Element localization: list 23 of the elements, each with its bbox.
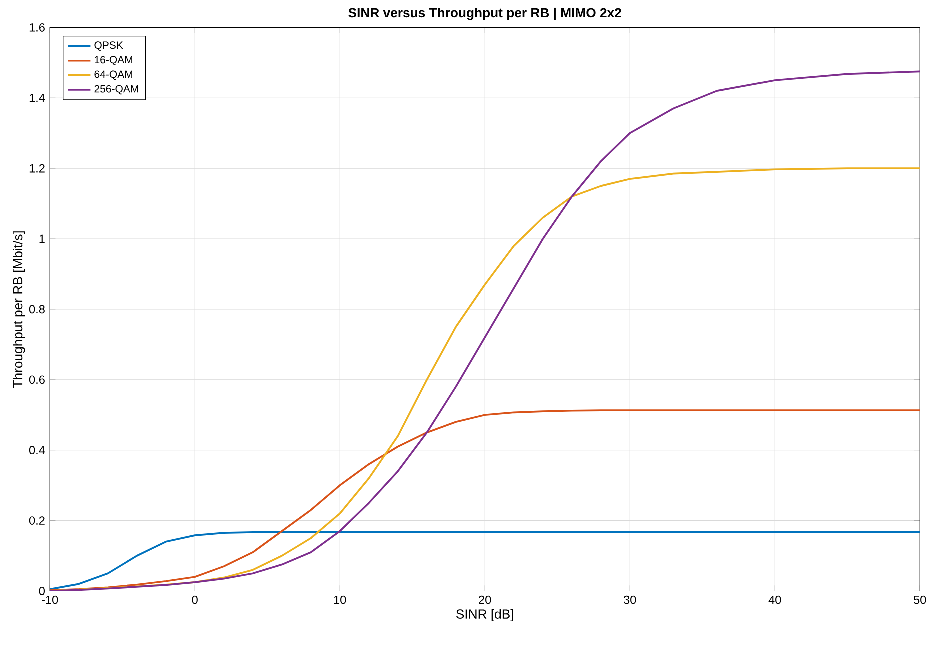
x-axis-title: SINR [dB] <box>456 610 514 622</box>
x-tick-label: 0 <box>192 596 198 604</box>
y-tick-label: 0.8 <box>29 305 45 314</box>
legend-label: 256-QAM <box>94 86 138 95</box>
y-tick-label: 0.6 <box>29 376 45 384</box>
y-tick-label: 0.4 <box>29 446 46 455</box>
legend-label: 16-QAM <box>95 56 132 66</box>
y-tick-label: 1.4 <box>30 94 46 102</box>
y-tick-label: 1 <box>40 235 45 244</box>
x-tick-label: 50 <box>914 596 926 604</box>
x-tick-label: 30 <box>624 596 636 604</box>
x-tick-label: 40 <box>768 596 782 604</box>
chart-title: SINR versus Throughput per RB | MIMO 2x2 <box>348 8 622 21</box>
y-axis-title: Throughput per RB [Mbit/s] <box>13 232 26 388</box>
y-tick-label: 0 <box>39 587 45 596</box>
y-tick-label: 1.6 <box>30 24 45 32</box>
x-tick-label: 10 <box>334 596 346 604</box>
y-tick-label: 1.2 <box>30 164 45 173</box>
y-tick-label: 0.2 <box>29 516 45 526</box>
legend-label: 64-QAM <box>94 70 132 80</box>
legend-label: QPSK <box>94 42 124 52</box>
x-tick-label: -10 <box>42 596 58 604</box>
x-tick-label: 20 <box>479 596 492 604</box>
